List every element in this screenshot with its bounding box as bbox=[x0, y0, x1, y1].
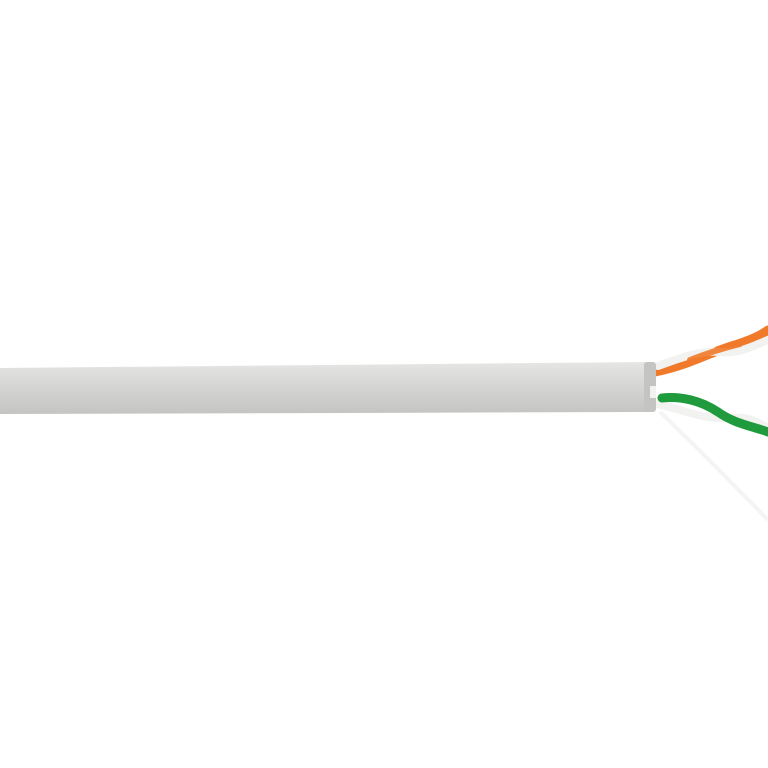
orange-wire-pair bbox=[650, 325, 768, 377]
cable-jacket bbox=[0, 362, 656, 414]
rip-cord bbox=[658, 410, 768, 522]
green-wire-pair bbox=[654, 393, 768, 437]
